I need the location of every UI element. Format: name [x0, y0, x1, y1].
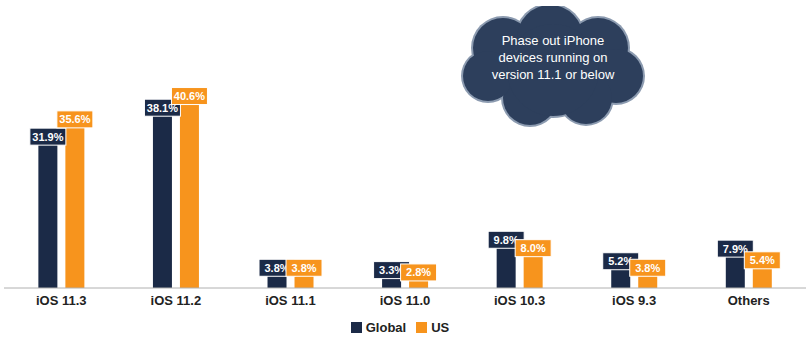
svg-text:3.8%: 3.8%	[264, 261, 290, 274]
svg-text:8.0%: 8.0%	[521, 242, 546, 254]
svg-text:iOS 10.3: iOS 10.3	[494, 293, 545, 308]
svg-text:Others: Others	[728, 293, 770, 308]
html-text:US: US	[431, 320, 450, 335]
svg-text:iOS 11.0: iOS 11.0	[380, 293, 431, 308]
svg-text:31.9%: 31.9%	[32, 131, 63, 143]
svg-text:3.3%: 3.3%	[379, 264, 405, 277]
html-text:devices running on: devices running on	[498, 50, 608, 65]
svg-text:iOS 11.3: iOS 11.3	[36, 293, 87, 308]
svg-text:5.2%: 5.2%	[608, 255, 634, 268]
svg-text:40.6%: 40.6%	[174, 90, 205, 102]
html-text:Global: Global	[365, 320, 407, 335]
svg-text:5.4%: 5.4%	[750, 254, 775, 266]
svg-text:38.1%: 38.1%	[146, 101, 178, 114]
svg-text:iOS 11.1: iOS 11.1	[265, 293, 316, 308]
html-text:version 11.1 or below: version 11.1 or below	[491, 67, 615, 82]
svg-text:9.8%: 9.8%	[493, 233, 519, 246]
svg-text:7.9%: 7.9%	[722, 242, 748, 255]
svg-text:iOS 11.2: iOS 11.2	[151, 293, 202, 308]
svg-text:3.8%: 3.8%	[635, 262, 660, 274]
svg-text:2.8%: 2.8%	[406, 266, 431, 278]
svg-text:35.6%: 35.6%	[59, 113, 90, 125]
svg-text:3.8%: 3.8%	[291, 262, 316, 274]
svg-text:iOS 9.3: iOS 9.3	[612, 293, 656, 308]
html-text:Phase out iPhone: Phase out iPhone	[501, 33, 605, 48]
